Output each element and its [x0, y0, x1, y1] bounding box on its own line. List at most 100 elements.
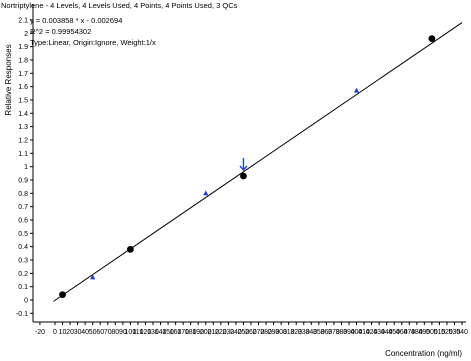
x-tick-label: 210 — [207, 329, 219, 336]
x-tick-label: 420 — [366, 329, 378, 336]
calibrator-point — [126, 245, 134, 253]
data-points — [59, 35, 436, 299]
x-tick-label: 330 — [298, 329, 310, 336]
fit-line — [53, 22, 463, 302]
x-tick-label: 400 — [351, 329, 363, 336]
x-axis-label: Concentration (ng/ml) — [385, 349, 462, 358]
y-tick-label: 0.9 — [18, 177, 28, 184]
x-tick-label: 90 — [119, 329, 127, 336]
x-tick-label: 510 — [434, 329, 446, 336]
x-tick-label: 350 — [313, 329, 325, 336]
y-tick-label: 1.7 — [18, 71, 28, 78]
y-tick-label: 0.3 — [18, 257, 28, 264]
x-tick-label: 480 — [411, 329, 423, 336]
x-tick-label: 140 — [155, 329, 167, 336]
x-tick-label: 190 — [192, 329, 204, 336]
x-tick-label: 470 — [403, 329, 415, 336]
y-tick-label: 0 — [24, 298, 28, 305]
y-tick-label: 0.1 — [18, 284, 28, 291]
y-tick-label: 0.5 — [18, 231, 28, 238]
arrow-head — [239, 165, 248, 172]
x-tick-label: 270 — [253, 329, 265, 336]
x-tick-label: 120 — [140, 329, 152, 336]
x-tick-label: 40 — [81, 329, 89, 336]
x-tick-label: 150 — [162, 329, 174, 336]
qc-point — [203, 190, 209, 196]
x-tick-label: 80 — [111, 329, 119, 336]
x-tick-label: 440 — [381, 329, 393, 336]
y-axis-ticks: -0.1 0 0.1 0.2 0.3 0.4 0.5 0.6 0.7 0.8 0.9 1 1.1 1.2 1… — [16, 17, 33, 318]
y-tick-label: 1.6 — [18, 84, 28, 91]
x-tick-label: 430 — [373, 329, 385, 336]
y-tick-label: 1.4 — [18, 111, 28, 118]
x-tick-label: 230 — [223, 329, 235, 336]
qc-point — [353, 87, 360, 93]
x-tick-label: 500 — [426, 329, 438, 336]
y-tick-label: 1.8 — [18, 57, 28, 64]
x-tick-label: 300 — [275, 329, 287, 336]
fit-line-group — [53, 22, 463, 302]
chart-title: Nortriptylene - 4 Levels, 4 Levels Used,… — [1, 1, 238, 10]
x-tick-label: 250 — [238, 329, 250, 336]
x-tick-label: 30 — [74, 329, 82, 336]
x-tick-label: 310 — [283, 329, 295, 336]
y-tick-label: 1.2 — [18, 137, 28, 144]
y-tick-label: -0.1 — [16, 311, 28, 318]
x-tick-label: 70 — [104, 329, 112, 336]
x-tick-label: 180 — [185, 329, 197, 336]
x-tick-label: 530 — [449, 329, 461, 336]
y-tick-label: 1.1 — [18, 151, 28, 158]
qc-point — [90, 274, 96, 280]
x-tick-label: 220 — [215, 329, 227, 336]
y-tick-label: 0.2 — [18, 271, 28, 278]
x-tick-label: 320 — [290, 329, 302, 336]
r-squared: R^2 = 0.99954302 — [30, 27, 92, 36]
x-tick-label: 460 — [396, 329, 408, 336]
y-tick-label: 1.9 — [18, 44, 28, 51]
x-tick-label: 280 — [260, 329, 272, 336]
x-tick-label: 20 — [66, 329, 74, 336]
y-tick-label: 0.8 — [18, 191, 28, 198]
x-tick-label: 490 — [419, 329, 431, 336]
x-tick-label: 520 — [441, 329, 453, 336]
x-tick-label: 130 — [147, 329, 159, 336]
calibrator-point — [428, 35, 436, 43]
y-tick-label: 2.1 — [18, 17, 28, 24]
annotations — [239, 157, 248, 172]
calibrator-point — [240, 172, 247, 180]
x-axis-ticks: -20 0 10 20 30 40 50 60 70 80 90100110120130140150… — [35, 322, 468, 336]
x-tick-label: 160 — [170, 329, 182, 336]
x-tick-label: 390 — [343, 329, 355, 336]
x-tick-label: 10 — [59, 329, 67, 336]
x-tick-label: 290 — [268, 329, 280, 336]
y-tick-label: 1 — [24, 164, 28, 171]
y-tick-label: 0.7 — [18, 204, 28, 211]
x-tick-label: 340 — [305, 329, 317, 336]
x-tick-label: 60 — [96, 329, 104, 336]
x-tick-label: 260 — [245, 329, 257, 336]
y-tick-label: 2 — [24, 31, 28, 38]
fit-equation: y = 0.003858 * x - 0.002694 — [30, 16, 123, 25]
x-tick-label: 200 — [200, 329, 212, 336]
axes — [32, 4, 466, 323]
y-tick-label: 1.3 — [18, 124, 28, 131]
y-tick-label: 1.5 — [18, 97, 28, 104]
x-tick-label: 370 — [328, 329, 340, 336]
x-tick-label: 170 — [177, 329, 189, 336]
fit-info: Type:Linear, Origin:Ignore, Weight:1/x — [30, 38, 156, 47]
y-axis-label: Relative Responses — [4, 44, 13, 115]
x-tick-label: 100 — [125, 329, 137, 336]
calibrator-point — [59, 291, 66, 299]
x-tick-label: 0 — [53, 329, 57, 336]
x-tick-label: 450 — [388, 329, 400, 336]
x-tick-label: 360 — [321, 329, 333, 336]
x-tick-label: 110 — [132, 329, 143, 336]
x-tick-label: 380 — [336, 329, 348, 336]
x-tick-label: -20 — [35, 329, 45, 336]
y-tick-label: 0.6 — [18, 217, 28, 224]
x-tick-label: 540 — [456, 329, 468, 336]
y-tick-label: 0.4 — [18, 244, 28, 251]
x-tick-label: 240 — [230, 329, 242, 336]
x-tick-label: 50 — [89, 329, 97, 336]
x-tick-label: 410 — [358, 329, 370, 336]
